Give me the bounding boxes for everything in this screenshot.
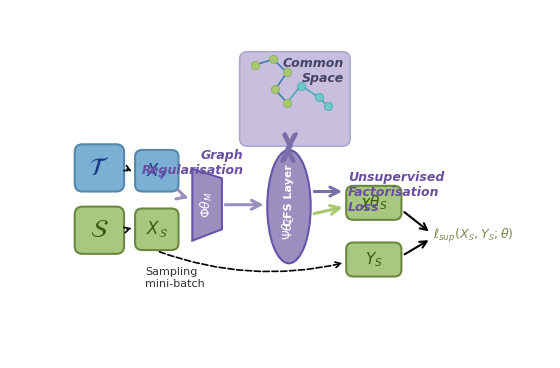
Text: $\mathcal{T}$: $\mathcal{T}$ xyxy=(89,156,110,180)
Text: CFS Layer: CFS Layer xyxy=(284,164,294,226)
Text: $X_{\mathcal{T}}$: $X_{\mathcal{T}}$ xyxy=(146,161,168,181)
FancyBboxPatch shape xyxy=(346,186,402,220)
Text: Unsupervised
Factorisation
Loss: Unsupervised Factorisation Loss xyxy=(348,171,445,214)
Text: $Y_S$: $Y_S$ xyxy=(365,250,382,269)
Ellipse shape xyxy=(267,150,311,263)
Text: $\ell_{sup}(X_{\mathcal{S}}, Y_{\mathcal{S}}; \theta)$: $\ell_{sup}(X_{\mathcal{S}}, Y_{\mathcal… xyxy=(433,227,514,245)
Text: Graph
Regularisation: Graph Regularisation xyxy=(142,149,244,177)
Text: $\chi\theta_S$: $\chi\theta_S$ xyxy=(360,193,388,212)
FancyBboxPatch shape xyxy=(240,52,350,146)
FancyBboxPatch shape xyxy=(135,150,179,191)
Text: Common
Space: Common Space xyxy=(283,57,344,85)
Text: $X_{\mathcal{S}}$: $X_{\mathcal{S}}$ xyxy=(146,219,168,239)
FancyBboxPatch shape xyxy=(135,209,179,250)
Text: $\Psi\theta_C$: $\Psi\theta_C$ xyxy=(281,215,297,240)
FancyBboxPatch shape xyxy=(346,243,402,276)
Polygon shape xyxy=(192,169,222,241)
FancyBboxPatch shape xyxy=(74,206,124,254)
Text: $\mathcal{S}$: $\mathcal{S}$ xyxy=(90,218,109,242)
Text: $\Phi\theta_M$: $\Phi\theta_M$ xyxy=(199,191,215,218)
Text: Sampling
mini-batch: Sampling mini-batch xyxy=(145,267,205,289)
FancyBboxPatch shape xyxy=(74,144,124,191)
